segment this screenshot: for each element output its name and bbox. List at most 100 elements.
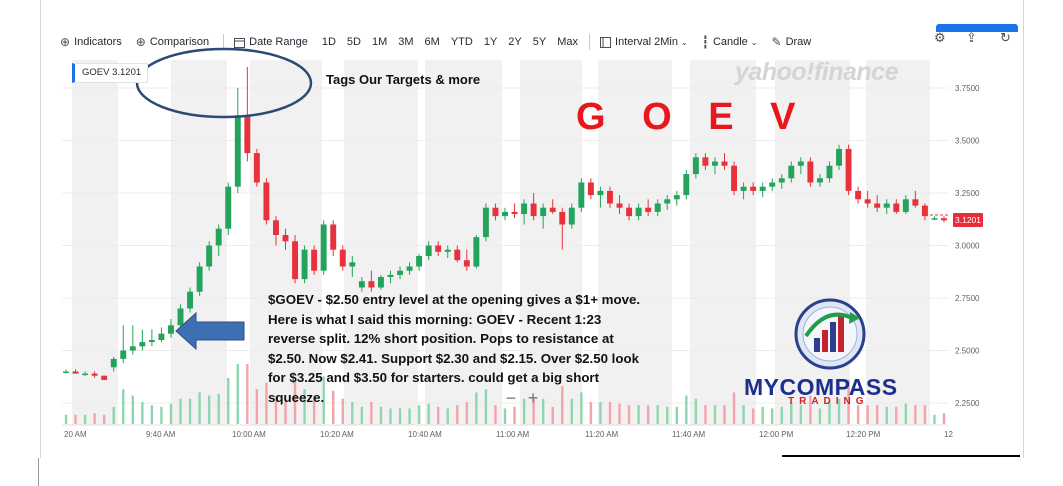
trade-annotation: $GOEV - $2.50 entry level at the opening… xyxy=(268,292,641,405)
interval-button[interactable]: Interval 2Min ⌄ xyxy=(600,36,688,48)
y-tick-label: 3.0000 xyxy=(955,242,980,251)
zoom-out-button[interactable]: − xyxy=(505,388,517,408)
x-tick-label: 12:00 PM xyxy=(759,430,794,439)
volume-bar xyxy=(809,395,812,424)
candle-body xyxy=(874,203,881,208)
comparison-button[interactable]: ⊕ Comparison xyxy=(135,35,210,49)
candle-body xyxy=(177,308,184,326)
volume-bar xyxy=(532,397,535,424)
volume-bar xyxy=(370,402,373,424)
volume-bar xyxy=(332,390,335,424)
candle-body xyxy=(654,203,661,212)
x-tick-label: 10:20 AM xyxy=(320,430,354,439)
settings-icon[interactable]: ⚙ xyxy=(934,30,946,45)
candle-body xyxy=(482,207,489,238)
header-accent-strip xyxy=(936,24,1018,32)
indicators-button[interactable]: ⊕ Indicators xyxy=(60,35,122,49)
volume-bar xyxy=(150,405,154,424)
volume-bar xyxy=(198,392,201,424)
volume-bar xyxy=(637,405,640,424)
refresh-icon[interactable]: ↻ xyxy=(1000,30,1011,45)
range-max[interactable]: Max xyxy=(557,36,579,48)
candle-body xyxy=(635,207,642,217)
volume-bar xyxy=(713,405,717,424)
mycompass-logo-text: MYCOMPASS xyxy=(744,374,898,400)
candle-body xyxy=(941,218,947,221)
comparison-icon: ⊕ xyxy=(135,35,146,49)
candle-body xyxy=(931,218,938,220)
candle-body xyxy=(702,157,709,166)
range-3m[interactable]: 3M xyxy=(398,36,414,48)
volume-bar xyxy=(522,398,526,424)
candle-icon: ┇ xyxy=(701,35,709,49)
volume-bar xyxy=(818,408,822,424)
x-tick-label: 10:00 AM xyxy=(232,430,266,439)
ticker-tag[interactable]: GOEV 3.1201 xyxy=(72,63,149,83)
draw-button[interactable]: ✎ Draw xyxy=(771,35,812,49)
volume-bar xyxy=(885,406,888,424)
volume-bar xyxy=(666,406,669,424)
range-1d[interactable]: 1D xyxy=(321,36,336,48)
volume-bar xyxy=(456,405,459,424)
volume-bar xyxy=(675,406,678,424)
volume-bar xyxy=(895,406,898,424)
volume-bar xyxy=(541,398,545,424)
range-2y[interactable]: 2Y xyxy=(508,36,522,48)
candle-body xyxy=(740,186,747,191)
candle-body xyxy=(416,256,423,267)
y-tick-label: 2.7500 xyxy=(955,294,980,303)
volume-bar xyxy=(360,406,364,424)
range-5d[interactable]: 5D xyxy=(346,36,361,48)
volume-bar xyxy=(322,376,325,424)
candle-body xyxy=(244,115,251,154)
volume-bar xyxy=(856,405,860,424)
y-tick-label: 3.2500 xyxy=(955,189,980,198)
volume-bar xyxy=(274,395,278,424)
volume-bar xyxy=(904,403,908,424)
range-ytd[interactable]: YTD xyxy=(450,36,473,48)
x-tick-label: 9:40 AM xyxy=(146,430,176,439)
range-6m[interactable]: 6M xyxy=(424,36,440,48)
candle-body xyxy=(263,182,270,221)
candle-body xyxy=(82,373,89,376)
range-1m[interactable]: 1M xyxy=(371,36,388,48)
range-5y[interactable]: 5Y xyxy=(532,36,547,48)
candle-body xyxy=(139,342,146,347)
candle-body xyxy=(72,371,79,374)
chart-title: G O E V xyxy=(576,96,809,138)
calendar-icon xyxy=(234,37,246,48)
candle-body xyxy=(282,235,289,242)
x-tick-label: 11:20 AM xyxy=(585,430,619,439)
candle-body xyxy=(530,203,537,217)
session-band xyxy=(690,60,756,425)
chart-style-button[interactable]: ┇ Candle ⌄ xyxy=(701,35,758,49)
candle-body xyxy=(435,245,442,252)
candle-body xyxy=(63,371,69,373)
volume-bar xyxy=(246,364,249,424)
share-icon[interactable]: ⇪ xyxy=(966,30,977,45)
yahoo-finance-watermark: yahoo!finance xyxy=(735,58,898,86)
candle-body xyxy=(234,115,241,187)
volume-bar xyxy=(875,405,879,424)
y-tick-label: 3.7500 xyxy=(955,84,980,93)
left-arrow-icon xyxy=(175,311,245,351)
range-1y[interactable]: 1Y xyxy=(483,36,498,48)
candle-body xyxy=(397,270,403,275)
volume-bar xyxy=(704,405,707,424)
volume-bar xyxy=(74,414,77,424)
candle-body xyxy=(253,153,260,183)
volume-bar xyxy=(475,392,478,424)
session-band xyxy=(598,60,672,425)
date-range-button[interactable]: Date Range xyxy=(234,36,308,48)
candle-body xyxy=(330,224,337,250)
toolbar-divider xyxy=(223,34,225,50)
volume-bar xyxy=(732,392,736,424)
volume-bar xyxy=(561,386,564,424)
candle-body xyxy=(168,325,174,334)
volume-bar xyxy=(160,406,163,424)
candle-body xyxy=(750,186,757,191)
x-tick-label: 12:20 PM xyxy=(846,430,881,439)
candle-body xyxy=(187,291,194,309)
zoom-in-button[interactable]: + xyxy=(527,388,539,408)
